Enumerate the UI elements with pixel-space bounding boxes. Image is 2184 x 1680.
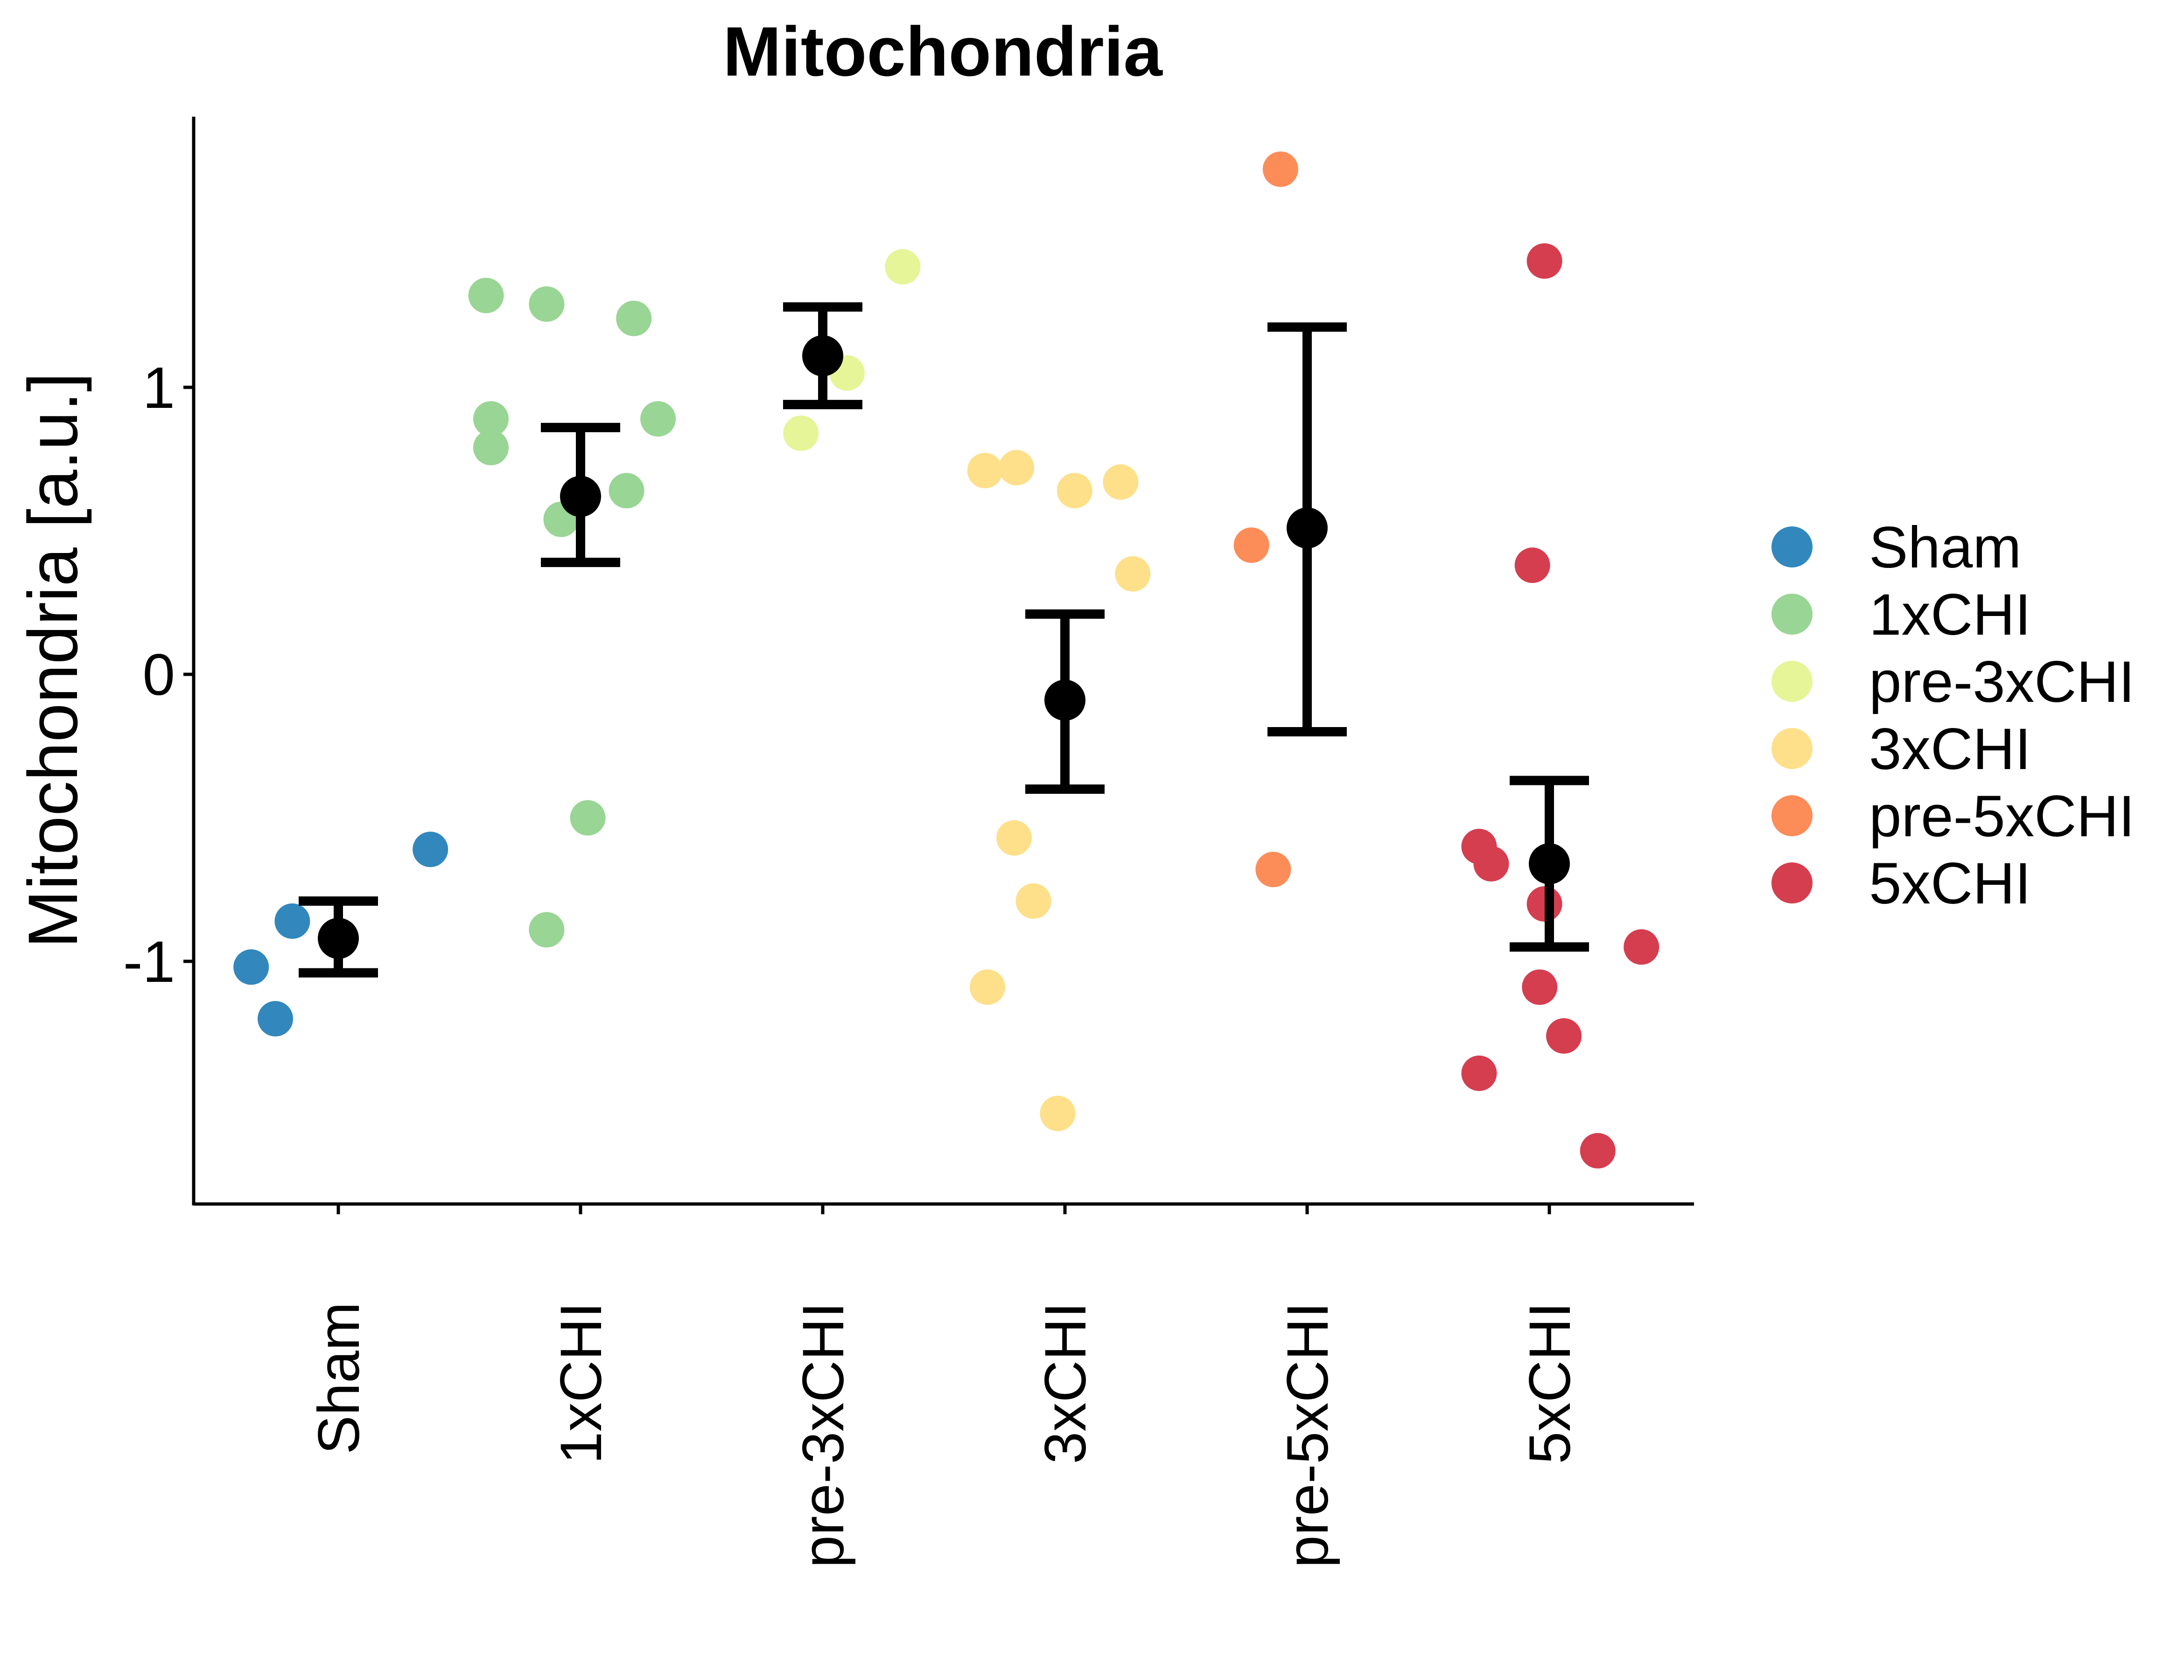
- legend-marker: [1771, 728, 1813, 769]
- data-point: [1522, 969, 1558, 1005]
- x-tick-label: 1xCHI: [549, 1302, 614, 1464]
- data-point: [783, 415, 819, 451]
- data-point: [274, 903, 310, 939]
- mean-point: [318, 917, 359, 959]
- data-point: [1103, 464, 1139, 500]
- data-point: [1526, 243, 1562, 279]
- legend-label: Sham: [1869, 515, 2022, 580]
- mean-point: [1287, 507, 1328, 549]
- legend-marker: [1771, 862, 1813, 903]
- x-tick-label: Sham: [307, 1302, 371, 1455]
- y-tick-label: 0: [142, 643, 175, 707]
- y-tick-label: -1: [123, 930, 175, 994]
- data-point: [1473, 846, 1509, 882]
- data-point: [413, 832, 448, 868]
- axes: -1 0 1 Sham 1xCHI pre-3xCHI 3xCHI pre-5xCHI 5xCH…: [123, 117, 1694, 1568]
- data-point: [1546, 1018, 1582, 1054]
- legend-label: 3xCHI: [1869, 717, 2031, 782]
- legend-label: pre-5xCHI: [1869, 784, 2135, 849]
- data-point: [616, 301, 652, 336]
- legend-marker: [1771, 661, 1813, 702]
- data-point: [473, 430, 509, 466]
- legend-label: 5xCHI: [1869, 851, 2031, 916]
- data-point: [609, 473, 644, 509]
- data-point: [1233, 527, 1269, 563]
- mean-point: [560, 476, 601, 517]
- data-point: [1115, 556, 1151, 592]
- mean-error-bars: [299, 302, 1589, 978]
- y-axis-label: Mitochondria [a.u.]: [14, 372, 92, 948]
- legend-marker: [1771, 594, 1813, 635]
- data-point: [1526, 886, 1562, 922]
- data-point: [1255, 852, 1291, 888]
- legend-marker: [1771, 526, 1813, 567]
- data-point: [1015, 883, 1051, 919]
- legend-marker: [1771, 795, 1813, 836]
- mean-point: [1044, 679, 1085, 721]
- data-point: [258, 1001, 294, 1036]
- data-point: [473, 401, 509, 437]
- y-tick-label: 1: [142, 356, 175, 420]
- data-point: [468, 278, 504, 314]
- mean-point: [802, 335, 843, 377]
- data-point: [233, 949, 269, 985]
- data-point: [1040, 1095, 1076, 1131]
- data-point: [1514, 547, 1550, 583]
- data-point: [996, 820, 1032, 856]
- data-point: [967, 453, 1003, 489]
- data-point: [969, 969, 1005, 1005]
- legend-label: pre-3xCHI: [1869, 650, 2135, 714]
- data-point: [1624, 929, 1659, 965]
- data-point: [640, 401, 676, 437]
- data-point: [529, 286, 565, 322]
- data-point: [1461, 1055, 1497, 1091]
- data-point: [1057, 473, 1092, 509]
- data-point: [999, 450, 1035, 486]
- data-point: [885, 249, 921, 285]
- data-point: [1580, 1133, 1616, 1169]
- x-tick-label: pre-5xCHI: [1275, 1302, 1340, 1568]
- x-tick-label: pre-3xCHI: [791, 1302, 856, 1568]
- mean-point: [1529, 843, 1570, 884]
- x-tick-label: 3xCHI: [1033, 1302, 1098, 1464]
- data-point: [529, 912, 565, 948]
- x-tick-label: 5xCHI: [1518, 1302, 1582, 1464]
- data-point: [1262, 151, 1298, 187]
- data-point: [570, 800, 606, 836]
- chart-title: Mitochondria: [723, 12, 1163, 91]
- legend-label: 1xCHI: [1869, 582, 2031, 647]
